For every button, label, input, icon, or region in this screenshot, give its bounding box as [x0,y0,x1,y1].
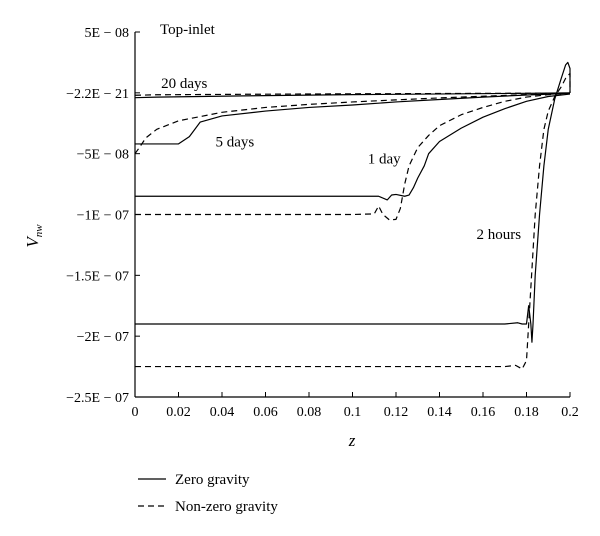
x-tick-label: 0.12 [384,405,409,420]
x-tick-label: 0.1 [344,405,362,420]
series-line-1-day-zero-gravity [135,93,571,201]
series-line-5-days-zero-gravity [135,92,571,145]
svg-text:Vnw: Vnw [23,224,45,248]
series-line-2-hours-non-zero-gravity [135,72,571,370]
curve-annotations: 20 days 5 days 1 day 2 hours [161,76,521,243]
y-tick-label: 5E − 08 [85,26,129,41]
x-tick-label: 0.08 [297,405,322,420]
y-axis-title-sub: nw [33,224,45,238]
series-line-20-days-non-zero-gravity [134,92,571,96]
tick-marks: 0 0.02 0.04 0.06 0.08 0.1 0.12 0.14 0.16 0.18 0.2 5… [66,26,579,420]
y-tick-label: −1E − 07 [77,209,129,224]
y-axis-title-main: V [23,235,42,248]
legend: Zero gravity Non-zero gravity [138,472,278,515]
series-line-5-days-non-zero-gravity [134,92,571,155]
x-tick-label: 0.02 [166,405,191,420]
x-tick-label: 0.06 [253,405,278,420]
y-axis-title: Vnw [23,224,45,248]
x-axis-title: z [348,431,356,450]
x-tick-label: 0 [132,405,139,420]
annotation-2-hours: 2 hours [476,227,521,243]
y-tick-label: −5E − 08 [77,148,129,163]
y-tick-label: −2.2E − 21 [66,87,129,102]
x-tick-label: 0.18 [514,405,539,420]
y-tick-label: −2.5E − 07 [66,391,129,406]
panel-label: Top-inlet [160,22,216,38]
y-tick-label: −2E − 07 [77,330,129,345]
series-layer [134,61,571,370]
x-tick-label: 0.16 [471,405,496,420]
legend-label-non-zero-gravity: Non-zero gravity [175,499,278,515]
x-tick-label: 0.14 [427,405,452,420]
annotation-1-day: 1 day [368,151,401,167]
annotation-20-days: 20 days [161,76,207,92]
legend-label-zero-gravity: Zero gravity [175,472,250,488]
x-tick-label: 0.04 [210,405,235,420]
annotation-5-days: 5 days [215,134,254,150]
series-line-2-hours-zero-gravity [135,61,571,343]
y-tick-label: −1.5E − 07 [66,269,129,284]
series-line-1-day-non-zero-gravity [135,92,571,221]
x-tick-label: 0.2 [561,405,579,420]
